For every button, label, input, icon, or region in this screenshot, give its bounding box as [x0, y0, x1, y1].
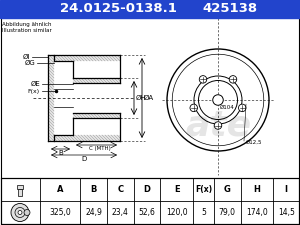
- Circle shape: [24, 209, 30, 216]
- Text: ØI: ØI: [22, 54, 30, 60]
- Bar: [18, 189, 22, 196]
- Text: Abbildung ähnlich: Abbildung ähnlich: [2, 22, 52, 27]
- Bar: [0, 0, 300, 18]
- Circle shape: [213, 95, 223, 105]
- Bar: [54, 55, 120, 61]
- Text: 120,0: 120,0: [166, 208, 188, 217]
- Bar: [73, 78, 120, 83]
- Circle shape: [238, 104, 246, 112]
- Text: 24.0125-0138.1: 24.0125-0138.1: [60, 2, 176, 16]
- Text: C (MTH): C (MTH): [88, 146, 110, 151]
- Text: 23,4: 23,4: [112, 208, 129, 217]
- Text: G: G: [224, 185, 231, 194]
- Text: F(x): F(x): [195, 185, 212, 194]
- Bar: [73, 113, 120, 118]
- Text: ØA: ØA: [144, 95, 154, 101]
- Text: D: D: [143, 185, 151, 194]
- Bar: [17, 184, 23, 189]
- Circle shape: [18, 211, 22, 214]
- Text: ØG: ØG: [24, 60, 35, 66]
- Text: 52,6: 52,6: [139, 208, 155, 217]
- Text: B: B: [58, 150, 63, 156]
- Text: I: I: [285, 185, 288, 194]
- Text: Ø104: Ø104: [220, 104, 235, 110]
- Text: Ø12,5: Ø12,5: [246, 140, 262, 144]
- Text: E: E: [174, 185, 180, 194]
- Circle shape: [229, 76, 237, 83]
- Text: C: C: [117, 185, 123, 194]
- Text: H: H: [254, 185, 260, 194]
- Circle shape: [190, 104, 197, 112]
- Text: 79,0: 79,0: [219, 208, 236, 217]
- Text: 425138: 425138: [202, 2, 258, 16]
- Text: 325,0: 325,0: [49, 208, 71, 217]
- Text: ØE: ØE: [30, 81, 40, 87]
- Circle shape: [214, 122, 222, 129]
- Text: ØH: ØH: [136, 95, 147, 101]
- Text: B: B: [90, 185, 97, 194]
- Text: ate: ate: [185, 108, 251, 142]
- Text: F(x): F(x): [28, 88, 40, 94]
- Text: Illustration similar: Illustration similar: [2, 28, 52, 33]
- Text: 174,0: 174,0: [246, 208, 268, 217]
- Bar: [48, 55, 54, 141]
- Text: 24,9: 24,9: [85, 208, 102, 217]
- Text: A: A: [57, 185, 63, 194]
- Circle shape: [11, 203, 29, 221]
- Circle shape: [15, 207, 25, 218]
- Text: 14,5: 14,5: [278, 208, 295, 217]
- Bar: [54, 135, 120, 141]
- Text: 5: 5: [201, 208, 206, 217]
- Text: D: D: [81, 156, 87, 162]
- Bar: [1, 178, 299, 224]
- Circle shape: [199, 76, 207, 83]
